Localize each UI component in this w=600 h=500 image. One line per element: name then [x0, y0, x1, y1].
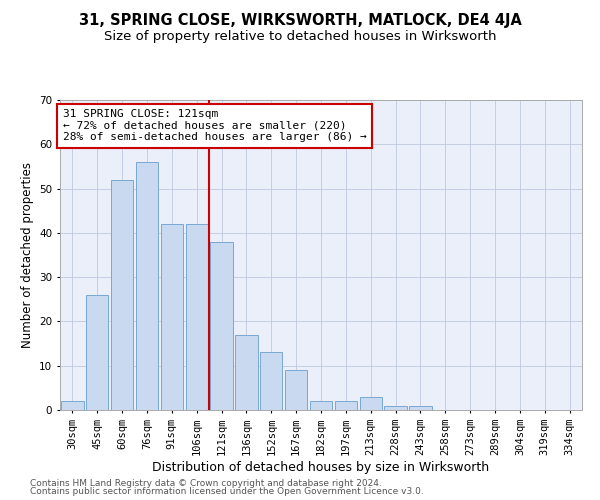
Bar: [260, 352, 283, 410]
Bar: [136, 162, 158, 410]
Text: Contains HM Land Registry data © Crown copyright and database right 2024.: Contains HM Land Registry data © Crown c…: [30, 478, 382, 488]
Text: 31 SPRING CLOSE: 121sqm
← 72% of detached houses are smaller (220)
28% of semi-d: 31 SPRING CLOSE: 121sqm ← 72% of detache…: [62, 110, 367, 142]
Bar: [235, 334, 257, 410]
Bar: [310, 401, 332, 410]
Bar: [61, 401, 83, 410]
Bar: [335, 401, 357, 410]
Bar: [211, 242, 233, 410]
Text: 31, SPRING CLOSE, WIRKSWORTH, MATLOCK, DE4 4JA: 31, SPRING CLOSE, WIRKSWORTH, MATLOCK, D…: [79, 12, 521, 28]
Bar: [161, 224, 183, 410]
Bar: [409, 406, 431, 410]
Bar: [285, 370, 307, 410]
Y-axis label: Number of detached properties: Number of detached properties: [20, 162, 34, 348]
Bar: [185, 224, 208, 410]
Text: Size of property relative to detached houses in Wirksworth: Size of property relative to detached ho…: [104, 30, 496, 43]
Bar: [385, 406, 407, 410]
Bar: [86, 295, 109, 410]
X-axis label: Distribution of detached houses by size in Wirksworth: Distribution of detached houses by size …: [152, 460, 490, 473]
Bar: [111, 180, 133, 410]
Text: Contains public sector information licensed under the Open Government Licence v3: Contains public sector information licen…: [30, 487, 424, 496]
Bar: [359, 396, 382, 410]
